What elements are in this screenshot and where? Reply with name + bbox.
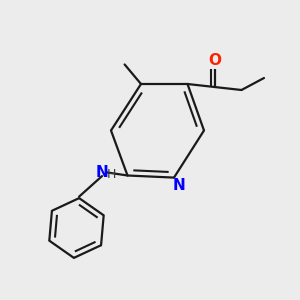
Text: O: O	[208, 52, 221, 68]
Text: H: H	[106, 168, 116, 182]
Text: N: N	[173, 178, 186, 193]
Text: N: N	[96, 165, 108, 180]
